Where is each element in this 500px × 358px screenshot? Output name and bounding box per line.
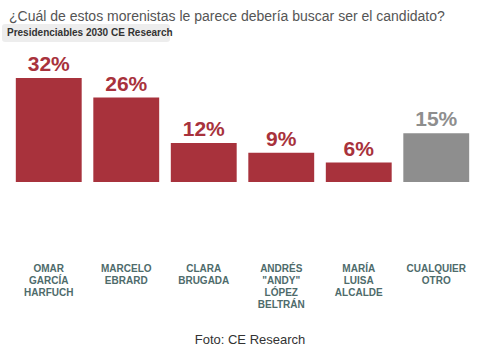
svg-text:BRUGADA: BRUGADA xyxy=(178,275,229,286)
svg-text:"ANDY": "ANDY" xyxy=(262,275,300,286)
svg-text:32%: 32% xyxy=(28,52,70,75)
svg-text:Foto: CE Research: Foto: CE Research xyxy=(195,332,306,347)
svg-text:OTRO: OTRO xyxy=(422,275,451,286)
svg-text:ALCALDE: ALCALDE xyxy=(335,287,383,298)
svg-text:6%: 6% xyxy=(344,137,375,160)
svg-text:ANDRÉS: ANDRÉS xyxy=(260,262,303,274)
svg-text:26%: 26% xyxy=(105,72,147,95)
svg-text:MARCELO: MARCELO xyxy=(101,263,152,274)
svg-text:15%: 15% xyxy=(415,107,457,130)
svg-text:OMAR: OMAR xyxy=(33,263,64,274)
svg-text:Presidenciables 2030 CE Resear: Presidenciables 2030 CE Research xyxy=(7,27,173,38)
svg-text:9%: 9% xyxy=(266,127,297,150)
svg-text:LUISA: LUISA xyxy=(344,275,374,286)
svg-text:12%: 12% xyxy=(183,117,225,140)
svg-text:GARCÍA: GARCÍA xyxy=(29,274,68,286)
svg-text:BELTRÁN: BELTRÁN xyxy=(258,298,305,310)
svg-text:LÓPEZ: LÓPEZ xyxy=(265,286,298,298)
svg-text:HARFUCH: HARFUCH xyxy=(24,287,73,298)
svg-text:EBRARD: EBRARD xyxy=(105,275,148,286)
svg-text:CLARA: CLARA xyxy=(186,263,221,274)
svg-text:CUALQUIER: CUALQUIER xyxy=(407,263,467,274)
svg-text:¿Cuál de estos morenistas le p: ¿Cuál de estos morenistas le parece debe… xyxy=(9,8,445,24)
svg-text:MARÍA: MARÍA xyxy=(342,262,375,274)
